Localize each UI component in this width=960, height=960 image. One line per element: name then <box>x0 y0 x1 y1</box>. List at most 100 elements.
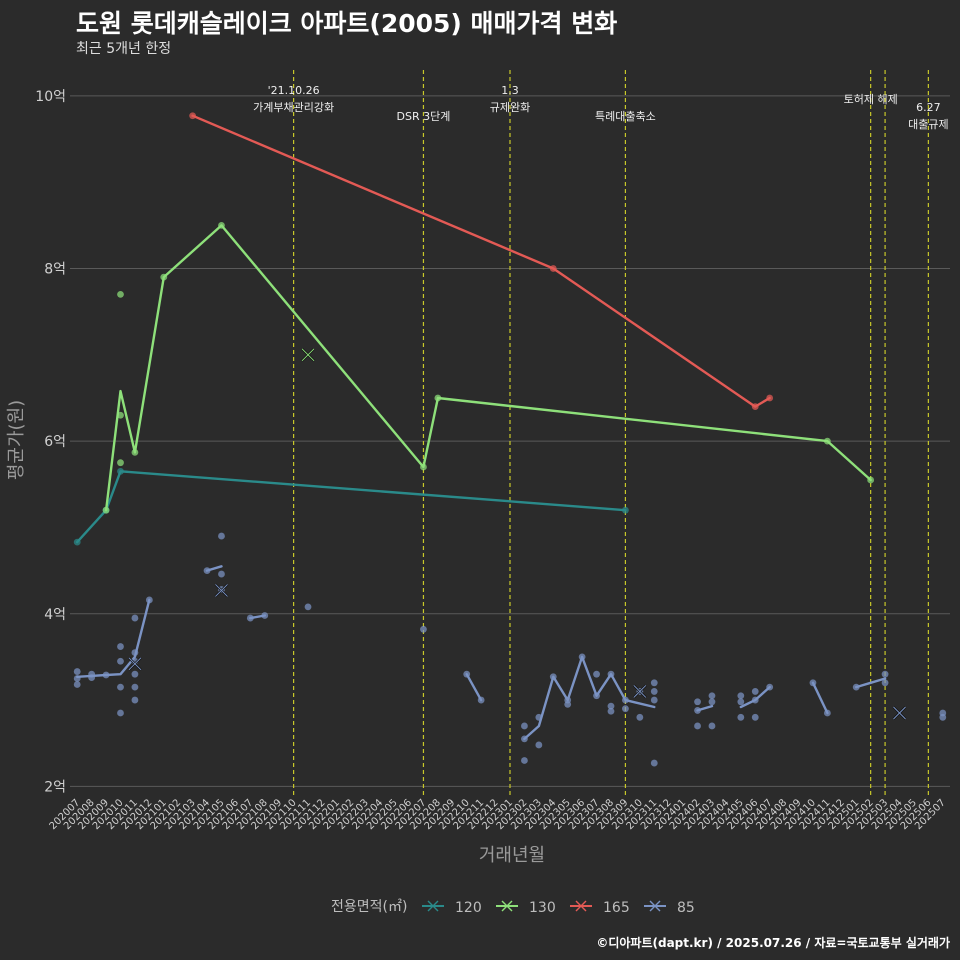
data-point <box>737 692 745 700</box>
data-point <box>593 670 600 678</box>
chart-title: 도원 롯데캐슬레이크 아파트(2005) 매매가격 변화 <box>76 9 618 38</box>
y-tick-label: 8억 <box>44 262 66 278</box>
data-point <box>117 291 124 298</box>
data-point <box>521 757 528 764</box>
data-point <box>737 698 745 706</box>
legend: 전용면적(㎡) 120 130 165 85 <box>331 899 695 916</box>
data-point <box>73 668 81 675</box>
chart-subtitle: 최근 5개년 한정 <box>76 41 172 57</box>
data-point <box>304 603 312 611</box>
data-point <box>564 700 572 708</box>
y-tick-label: 4억 <box>44 607 66 623</box>
y-tick-label: 2억 <box>44 779 66 795</box>
data-point <box>73 681 81 688</box>
series-line <box>249 614 266 620</box>
annotation-label: 토허제 해제 <box>844 92 898 106</box>
mean-marker-stroke <box>301 348 315 362</box>
legend-item: 130 <box>496 900 556 916</box>
series-line <box>523 655 656 741</box>
data-point <box>708 698 716 706</box>
series-line <box>811 681 829 715</box>
data-point <box>939 713 947 721</box>
annotation-label: 가계부채관리강화 <box>253 101 334 114</box>
data-point <box>131 614 139 622</box>
series-line <box>75 598 151 678</box>
x-axis-ticks: 2020072020082020092020102020112020122021… <box>48 797 948 832</box>
y-axis-ticks: 2억 4억 6억 8억 10억 <box>35 89 66 795</box>
annotation-label: 1.3 <box>501 84 519 97</box>
data-point <box>607 702 615 710</box>
data-point <box>607 707 615 715</box>
series-line <box>75 470 627 544</box>
data-point <box>650 679 658 687</box>
legend-key-cross <box>501 900 513 912</box>
data-point <box>694 698 701 706</box>
data-point <box>117 643 124 650</box>
data-point <box>650 759 658 767</box>
mean-marker-stroke <box>893 706 906 720</box>
data-point <box>737 713 745 721</box>
data-point <box>751 713 759 721</box>
series-line <box>739 685 771 709</box>
legend-item: 120 <box>422 900 482 916</box>
annotation-label: 규제완화 <box>490 101 530 114</box>
data-point <box>117 683 124 691</box>
legend-label: 85 <box>677 900 695 916</box>
y-tick-label: 10억 <box>35 89 66 105</box>
annotation-label: 6.27 <box>916 101 941 114</box>
data-point <box>881 679 889 687</box>
legend-label: 165 <box>603 900 630 916</box>
data-point <box>131 696 139 704</box>
data-point <box>622 705 629 713</box>
data-point <box>117 459 124 467</box>
mean-marker <box>128 656 142 671</box>
mean-marker-stroke <box>215 584 228 597</box>
mean-marker-stroke <box>633 685 647 698</box>
data-point <box>751 688 759 695</box>
mean-marker <box>214 583 229 598</box>
y-tick-label: 6억 <box>44 434 66 450</box>
annotation-label: DSR 3단계 <box>397 110 451 123</box>
mean-marker-stroke <box>128 657 142 671</box>
series-line <box>104 224 872 512</box>
data-point <box>636 713 644 721</box>
legend-label: 130 <box>529 900 556 916</box>
mean-marker <box>892 706 907 720</box>
series-line <box>855 677 887 689</box>
legend-key-cross <box>575 900 587 912</box>
legend-item: 85 <box>644 900 695 916</box>
data-point <box>650 696 658 704</box>
data-point <box>420 625 427 633</box>
data-point <box>650 688 658 695</box>
data-point <box>535 741 543 749</box>
data-point <box>131 670 139 678</box>
series-line <box>696 704 714 712</box>
data-point <box>131 683 139 691</box>
data-point <box>117 709 124 717</box>
x-axis-title: 거래년월 <box>479 845 545 866</box>
legend-item: 165 <box>570 900 630 916</box>
data-point <box>117 657 124 665</box>
legend-key-cross <box>427 900 439 912</box>
series-line <box>465 673 483 702</box>
data-point <box>218 532 225 540</box>
annotation-label: 특례대출축소 <box>595 110 656 123</box>
data-point <box>218 570 225 578</box>
data-point <box>521 722 528 730</box>
data-point <box>881 670 889 678</box>
series-line <box>191 114 771 408</box>
annotation-label: 대출규제 <box>908 118 948 131</box>
series-line <box>205 565 223 572</box>
mean-marker <box>632 684 647 699</box>
legend-label: 120 <box>455 900 482 916</box>
data-point <box>708 692 716 700</box>
mean-marker <box>301 347 315 362</box>
y-axis-title: 평균가(원) <box>6 400 27 480</box>
series-marks <box>73 112 947 767</box>
legend-title: 전용면적(㎡) <box>331 899 407 915</box>
legend-key-cross <box>649 900 661 912</box>
annotation-label: '21.10.26 <box>268 84 320 97</box>
data-point <box>708 722 716 730</box>
